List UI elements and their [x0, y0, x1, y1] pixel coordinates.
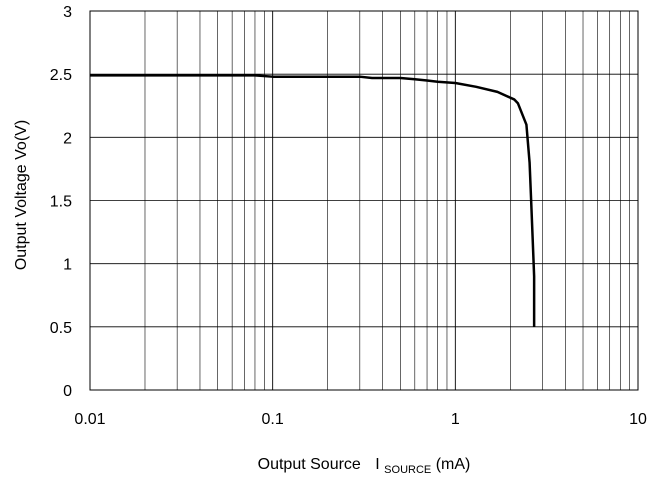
x-axis-label-symbol: I [375, 456, 379, 473]
y-tick-label: 0 [63, 383, 72, 400]
plot-area-frame [89, 10, 639, 391]
x-tick-label: 0.01 [74, 411, 105, 428]
y-axis-label: Output Voltage Vo(V) [13, 120, 30, 270]
y-tick-label: 0.5 [50, 320, 72, 337]
y-tick-label: 2.5 [50, 67, 72, 84]
x-tick-label: 0.1 [262, 411, 284, 428]
y-tick-label: 3 [63, 4, 72, 21]
y-tick-label: 2 [63, 130, 72, 147]
y-tick-label: 1.5 [50, 194, 72, 211]
x-tick-label: 1 [451, 411, 460, 428]
series-line [90, 74, 536, 327]
y-axis-ticks: 0 0.5 1 1.5 2 2.5 3 [50, 4, 72, 400]
grid-lines [89, 10, 638, 391]
x-axis-label-unit: (mA) [436, 456, 471, 473]
x-tick-label: 10 [629, 411, 647, 428]
x-axis-ticks: 0.01 0.1 1 10 [74, 411, 647, 428]
x-axis-label-subscript: SOURCE [384, 464, 431, 476]
y-tick-label: 1 [63, 257, 72, 274]
x-axis-label: Output Source I SOURCE (mA) [258, 456, 471, 477]
x-axis-label-text: Output Source [258, 456, 361, 473]
